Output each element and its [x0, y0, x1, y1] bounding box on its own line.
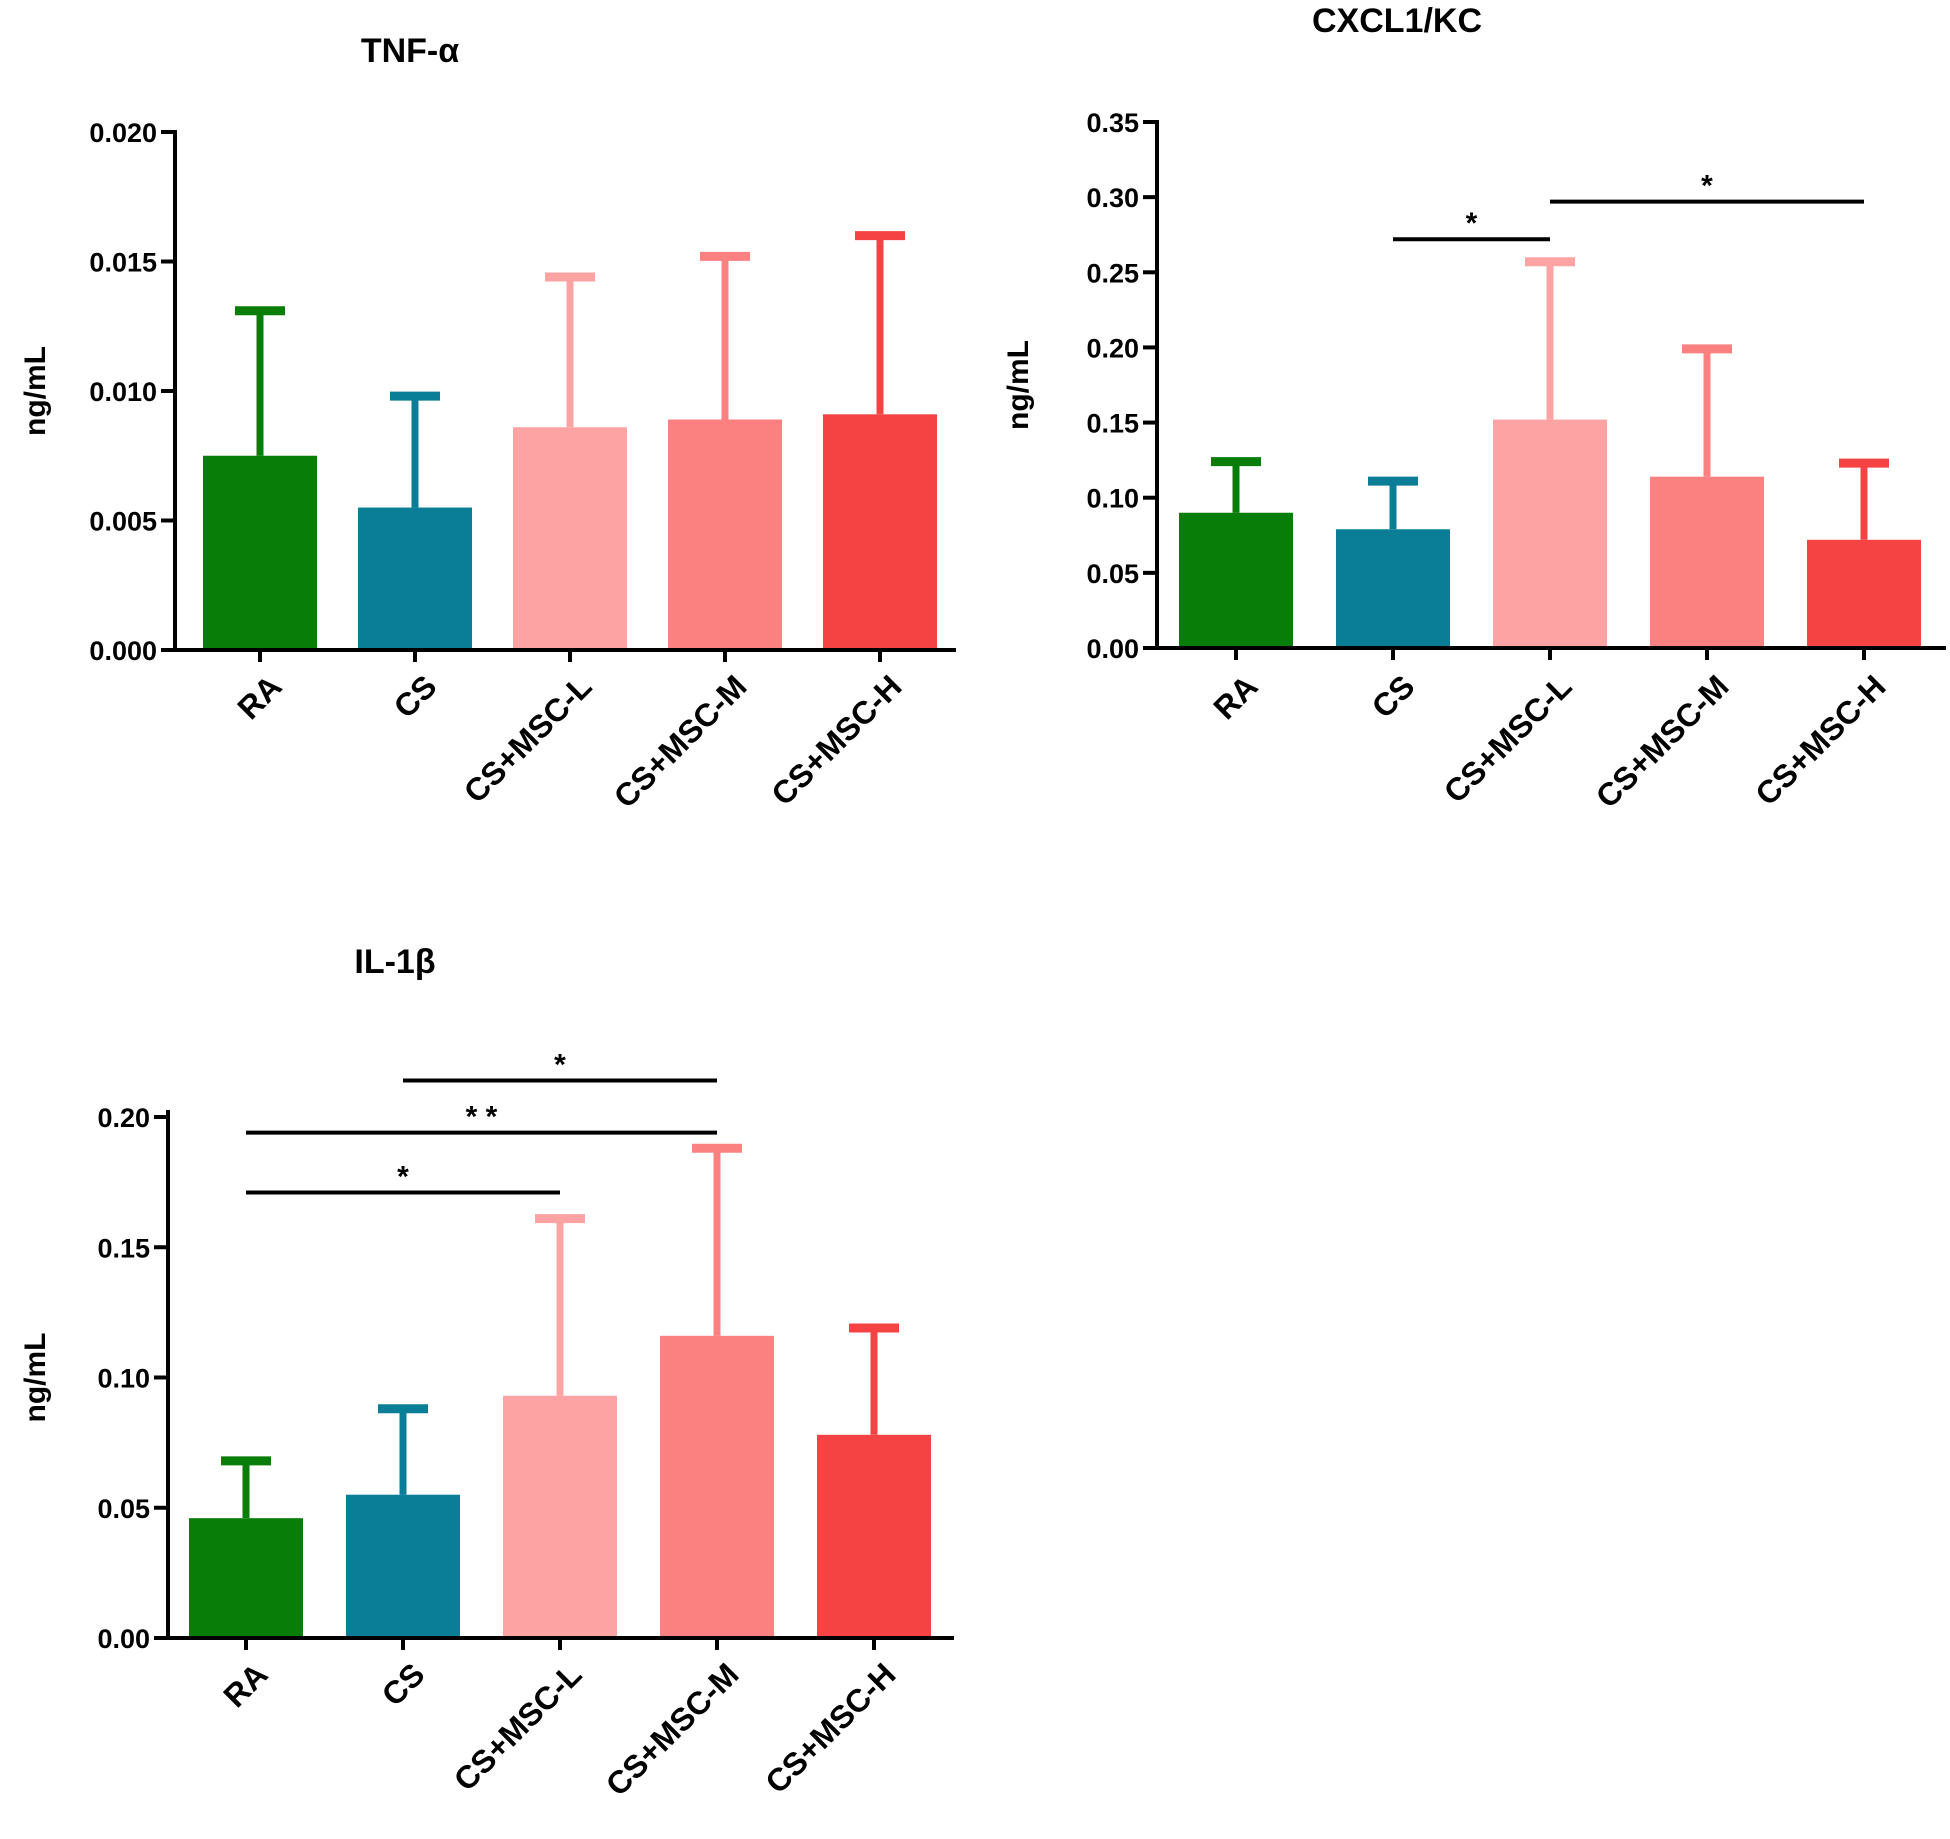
- bar-cs-msc-h: [823, 414, 937, 650]
- bar-cs-msc-h: [817, 1434, 931, 1638]
- y-tick-label: 0.00: [1086, 634, 1139, 664]
- y-tick-label: 0.10: [97, 1364, 150, 1394]
- y-tick-label: 0.15: [1086, 409, 1139, 439]
- x-tick-label: CS+MSC-M: [1589, 668, 1736, 815]
- y-tick-label: 0.05: [1086, 559, 1139, 589]
- x-tick-label: RA: [230, 668, 288, 726]
- y-tick-label: 0.30: [1086, 183, 1139, 213]
- x-tick-label: CS+MSC-L: [457, 668, 599, 810]
- chart-il1b: IL-1β ng/mL 0.00 0.05 0.10 0.15 0.20 RA CS CS+MSC…: [19, 943, 954, 1803]
- x-tick-label: CS: [1365, 668, 1422, 725]
- chart-title: TNF-α: [361, 32, 459, 70]
- y-axis-label: ng/mL: [19, 1333, 52, 1423]
- significance-marker: *: [1466, 207, 1478, 240]
- bar-cs-msc-l: [513, 427, 627, 650]
- bar-cs: [1336, 529, 1450, 648]
- y-axis-label: ng/mL: [1002, 340, 1035, 430]
- x-tick-label: CS+MSC-H: [758, 1656, 902, 1800]
- x-tick-label: CS+MSC-L: [447, 1656, 589, 1798]
- bar-ra: [189, 1518, 303, 1638]
- bar-cs-msc-m: [668, 419, 782, 650]
- bar-cs: [346, 1494, 460, 1638]
- y-tick-label: 0.15: [97, 1233, 150, 1263]
- y-tick-label: 0.010: [89, 377, 157, 407]
- y-tick-label: 0.00: [97, 1624, 150, 1654]
- bar-cs-msc-m: [660, 1335, 774, 1638]
- bar-cs-msc-l: [503, 1395, 617, 1638]
- significance-marker: *: [397, 1161, 409, 1194]
- y-tick-label: 0.25: [1086, 258, 1139, 288]
- bar-cs-msc-h: [1807, 539, 1921, 648]
- y-tick-label: 0.20: [1086, 333, 1139, 363]
- x-tick-label: CS: [375, 1656, 432, 1713]
- y-tick-label: 0.015: [89, 248, 157, 278]
- x-tick-label: CS+MSC-H: [1748, 668, 1892, 812]
- y-tick-label: 0.020: [89, 118, 157, 148]
- x-tick-label: CS+MSC-H: [764, 668, 908, 812]
- significance-marker: * *: [466, 1101, 498, 1134]
- bar-cs-msc-m: [1650, 476, 1764, 648]
- y-tick-label: 0.05: [97, 1494, 150, 1524]
- x-tick-label: RA: [216, 1656, 274, 1714]
- x-tick-label: CS+MSC-L: [1437, 668, 1579, 810]
- x-tick-label: CS+MSC-M: [607, 668, 754, 815]
- significance-marker: *: [1701, 170, 1713, 203]
- y-tick-label: 0.35: [1086, 108, 1139, 138]
- significance-marker: *: [554, 1049, 566, 1082]
- y-tick-label: 0.10: [1086, 484, 1139, 514]
- x-tick-label: RA: [1206, 668, 1264, 726]
- bar-cs: [358, 507, 472, 650]
- chart-title: CXCL1/KC: [1312, 2, 1482, 40]
- chart-cxcl1: CXCL1/KC ng/mL 0.00 0.05 0.10 0.15 0.20 0.25 0.3…: [1002, 2, 1946, 815]
- bar-ra: [1179, 512, 1293, 648]
- x-tick-label: CS+MSC-M: [599, 1656, 746, 1803]
- x-tick-label: CS: [387, 668, 444, 725]
- y-axis-label: ng/mL: [19, 346, 52, 436]
- chart-title: IL-1β: [354, 943, 435, 981]
- y-tick-label: 0.20: [97, 1103, 150, 1133]
- y-tick-label: 0.000: [89, 636, 157, 666]
- bar-cs-msc-l: [1493, 419, 1607, 648]
- bar-ra: [203, 455, 317, 650]
- y-tick-label: 0.005: [89, 507, 157, 537]
